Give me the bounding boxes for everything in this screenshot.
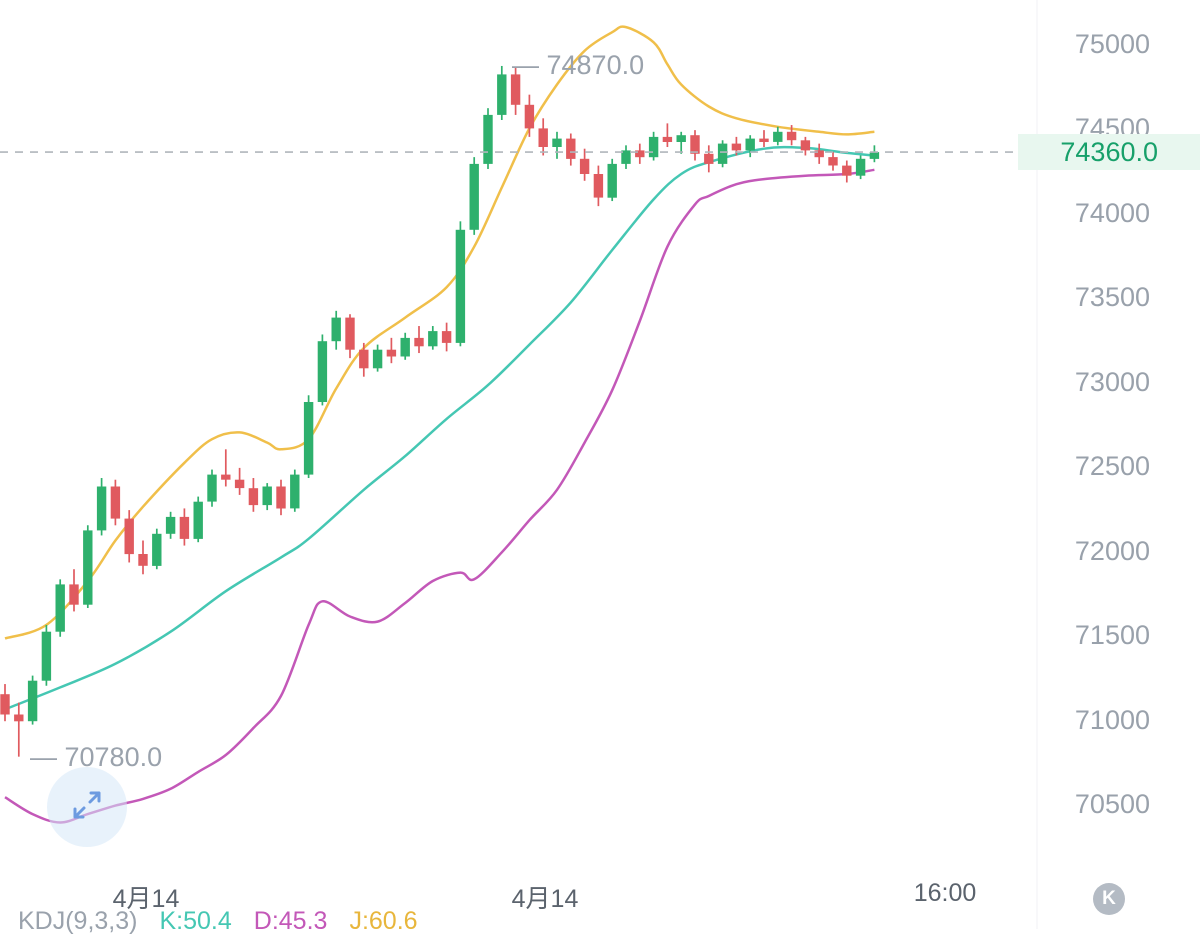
kdj-j-value: J:60.6 (349, 907, 418, 935)
fullscreen-expand-button[interactable] (47, 767, 127, 847)
candle-body (828, 157, 838, 166)
candle-body (510, 74, 521, 105)
candle-body (69, 584, 79, 605)
kdj-settings-label[interactable]: KDJ(9,3,3) (18, 907, 138, 935)
candle-body (124, 518, 134, 555)
candle-body (14, 714, 24, 722)
candle-body (662, 136, 673, 142)
candle-body (731, 143, 742, 151)
candle-body (138, 554, 148, 566)
candle-body (234, 479, 245, 489)
candle-body (759, 138, 769, 142)
y-axis-tick: 75000 (1074, 29, 1150, 59)
candle-body (41, 631, 52, 681)
candle-body (165, 516, 176, 534)
candle-body (207, 474, 217, 502)
candle-body (690, 135, 700, 154)
candle-body (290, 474, 300, 509)
kdj-k-value: K:50.4 (159, 907, 232, 935)
candle-body (441, 331, 452, 343)
candle-body (414, 337, 424, 347)
candle-body (179, 516, 190, 539)
chart-type-k-button[interactable]: K (1093, 883, 1125, 915)
candle-body (814, 150, 824, 158)
high-price-annotation: — 74870.0 (512, 50, 645, 80)
candle-body (842, 165, 852, 176)
low-price-annotation: — 70780.0 (30, 742, 163, 772)
candle-body (193, 501, 203, 539)
candle-body (648, 136, 659, 158)
y-axis-tick: 73500 (1074, 282, 1150, 313)
y-axis-tick: 74000 (1074, 197, 1150, 228)
candle-body (96, 486, 107, 531)
kdj-indicator-row: KDJ(9,3,3) K:50.4 D:45.3 J:60.6 (18, 907, 418, 936)
candle-body (83, 530, 93, 605)
candle-body (152, 533, 162, 566)
candle-body (110, 486, 121, 519)
candle-body (607, 163, 617, 198)
candle-body (579, 158, 590, 174)
candle-body (800, 140, 811, 151)
candle-body (566, 138, 576, 159)
candle-body (676, 135, 686, 142)
candle-body (455, 229, 466, 343)
candle-body (331, 317, 341, 342)
middle-band-line (4, 145, 875, 711)
y-axis-tick: 73000 (1074, 366, 1150, 397)
candle-body (276, 486, 286, 509)
expand-arrows-icon (65, 783, 109, 832)
candle-body (248, 488, 259, 506)
x-axis-label: 4月14 (511, 885, 579, 913)
y-axis-tick: 71000 (1074, 704, 1150, 735)
y-axis-tick: 70500 (1074, 788, 1150, 819)
y-axis-tick: 72500 (1074, 451, 1150, 482)
candle-body (635, 150, 645, 158)
candle-body (786, 131, 797, 141)
lower-band-line (4, 168, 875, 824)
candle-body (704, 153, 714, 164)
candle-body (262, 486, 272, 506)
candle-body (552, 138, 562, 147)
candle-body (221, 474, 231, 480)
candle-body (400, 337, 410, 357)
x-axis-label: 4月14 (112, 885, 180, 913)
candle-body (497, 74, 507, 115)
candle-body (428, 331, 438, 347)
x-axis-label: 16:00 (913, 879, 977, 907)
candle-body (483, 114, 493, 164)
candle-body (593, 174, 604, 198)
candle-body (345, 317, 355, 350)
upper-band-line (4, 25, 875, 640)
candle-body (855, 158, 866, 176)
kdj-d-value: D:45.3 (253, 907, 328, 935)
candle-body (469, 163, 479, 230)
candle-body (303, 402, 314, 475)
candle-body (55, 584, 65, 632)
y-axis-tick: 71500 (1074, 620, 1150, 651)
current-price-tag: 74360.0 (1018, 134, 1200, 171)
candle-body (372, 349, 383, 369)
candle-body (745, 138, 755, 151)
candle-body (869, 152, 880, 159)
candle-body (538, 128, 548, 147)
y-axis-tick: 72000 (1074, 535, 1150, 566)
candle-body (0, 694, 10, 715)
candle-body (359, 349, 369, 369)
candle-body (386, 349, 397, 357)
candle-body (317, 341, 328, 402)
candle-body (717, 143, 728, 164)
candle-body (524, 104, 535, 129)
candle-body (621, 150, 631, 164)
candle-body (27, 680, 38, 722)
candle-body (773, 131, 783, 142)
